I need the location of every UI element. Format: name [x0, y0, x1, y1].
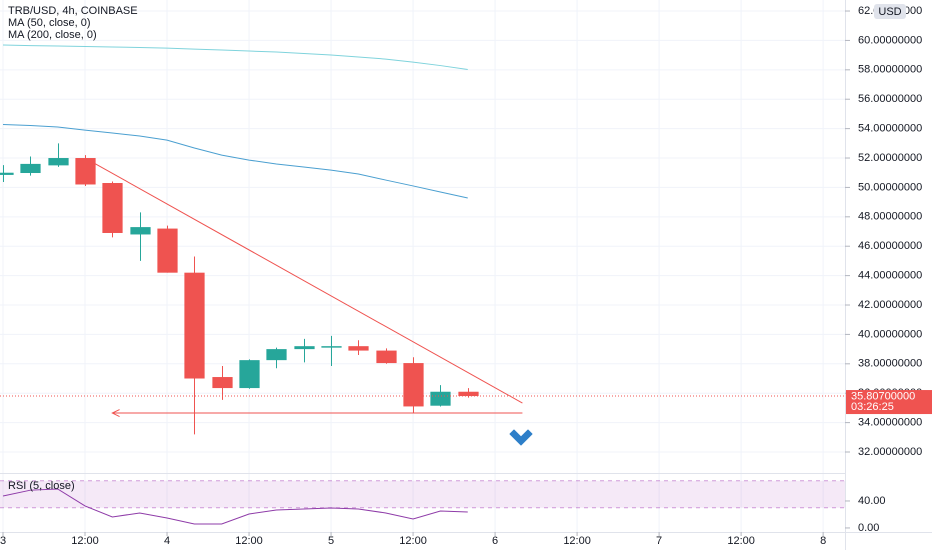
axes: 3 12:00 4 12:00 5 12:00 6 12:00 7 12:00 8 32.000000… — [0, 4, 932, 547]
y-tick-label: 32.00000000 — [858, 446, 922, 458]
y-tick-label: 56.00000000 — [858, 93, 922, 105]
rsi-title: RSI (5, close) — [8, 480, 75, 492]
x-tick-label: 5 — [328, 535, 334, 547]
y-tick-label: 46.00000000 — [858, 240, 922, 252]
y-tick-label: 50.00000000 — [858, 181, 922, 193]
y-tick-label: 0.00 — [858, 522, 879, 534]
x-tick-label: 8 — [820, 535, 826, 547]
last-price-label: 35.80700000 — [851, 390, 915, 402]
candle-body — [430, 391, 451, 406]
candle-body — [376, 350, 397, 364]
candle-body — [321, 346, 342, 348]
candle-body — [184, 272, 205, 379]
candle-body — [294, 346, 315, 350]
x-tick-label: 12:00 — [727, 535, 755, 547]
candle-body — [75, 158, 96, 185]
moving-average-line — [2, 124, 468, 199]
rsi-band — [0, 480, 845, 508]
trendline-arrowhead — [111, 409, 120, 417]
countdown-label: 03:26:25 — [851, 401, 894, 413]
y-tick-label: 40.00000000 — [858, 328, 922, 340]
down-arrow — [509, 429, 533, 446]
candle-body — [20, 163, 41, 174]
y-tick-label: 48.00000000 — [858, 211, 922, 223]
y-tick-label: 52.00000000 — [858, 152, 922, 164]
candle-body — [403, 363, 424, 407]
candle-body — [212, 377, 233, 389]
y-tick-label: 44.00000000 — [858, 270, 922, 282]
candle-body — [157, 228, 178, 273]
x-tick-label: 7 — [656, 535, 662, 547]
x-tick-label: 6 — [492, 535, 498, 547]
x-tick-label: 3 — [0, 535, 6, 547]
candle-body — [239, 360, 260, 389]
candle-body — [348, 346, 369, 351]
x-tick-label: 4 — [164, 535, 170, 547]
x-tick-label: 12:00 — [235, 535, 263, 547]
candle-body — [0, 172, 14, 175]
chart-title: TRB/USD, 4h, COINBASE — [8, 5, 138, 17]
y-tick-label: 54.00000000 — [858, 123, 922, 135]
y-tick-label: 34.00000000 — [858, 417, 922, 429]
candle-body — [48, 158, 69, 166]
currency-label: USD — [878, 6, 901, 18]
candle-body — [130, 227, 151, 235]
y-tick-label: 60.00000000 — [858, 34, 922, 46]
candle-body — [102, 183, 123, 233]
candle-body — [458, 391, 479, 397]
y-tick-label: 58.00000000 — [858, 64, 922, 76]
x-tick-label: 12:00 — [399, 535, 427, 547]
currency-badge — [874, 4, 906, 19]
plot-area — [0, 44, 845, 525]
trendline — [84, 157, 523, 404]
x-tick-label: 12:00 — [71, 535, 99, 547]
candle-body — [266, 349, 287, 361]
legend-entry: MA (50, close, 0) — [8, 17, 91, 29]
y-tick-label: 38.00000000 — [858, 358, 922, 370]
y-tick-label: 40.00 — [858, 495, 886, 507]
last-price-box — [846, 390, 932, 415]
down-arrow-icon — [509, 429, 533, 446]
moving-average-line — [2, 44, 468, 71]
grid — [0, 0, 845, 532]
x-tick-label: 12:00 — [563, 535, 591, 547]
legend-entry: MA (200, close, 0) — [8, 29, 97, 41]
rsi-line — [2, 488, 468, 525]
y-tick-label: 42.00000000 — [858, 299, 922, 311]
